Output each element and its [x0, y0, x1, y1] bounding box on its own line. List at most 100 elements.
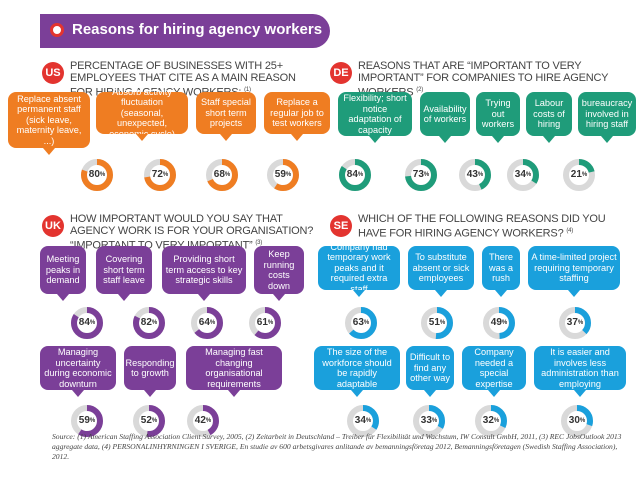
de-code-badge: DE [330, 62, 352, 84]
se-donut-6-label: 33% [420, 415, 438, 426]
source-citation: Source: (1) American Staffing Associatio… [52, 432, 622, 461]
se-donut-7-label: 32% [482, 415, 500, 426]
donut-ring [421, 307, 453, 339]
se-code-badge: SE [330, 215, 352, 237]
se-donut-8: 30% [560, 404, 594, 438]
uk-donut-5: 59% [70, 404, 104, 438]
donut-ring [345, 307, 377, 339]
donut-value-arc [421, 307, 453, 339]
us-code-badge: US [42, 62, 64, 84]
de-donut-3-label: 43% [466, 169, 484, 180]
se-heading: Which of the following reasons did you h… [358, 213, 606, 240]
de-reason-box-2: Availability of workers [420, 92, 470, 143]
donut-value-arc [459, 159, 491, 191]
se-donut-3-label: 49% [490, 317, 508, 328]
donut-value-arc [133, 307, 165, 339]
uk-donut-7-label: 42% [194, 415, 212, 426]
us-reason-box-3: Staff special short term projects [196, 92, 256, 141]
uk-donut-1: 84% [70, 306, 104, 340]
uk-reason-box-5: Managing uncertainty during economic dow… [40, 346, 116, 397]
de-donut-3: 43% [458, 158, 492, 192]
us-donut-1-label: 80% [88, 169, 106, 180]
donut-value-arc [267, 159, 299, 191]
de-donut-5-label: 21% [570, 169, 588, 180]
uk-donut-3: 64% [190, 306, 224, 340]
donut-ring [347, 405, 379, 437]
us-donut-3-label: 68% [213, 169, 231, 180]
uk-donut-6: 52% [132, 404, 166, 438]
se-donut-1-label: 63% [352, 317, 370, 328]
se-reason-box-5: The size of the workforce should be rapi… [314, 346, 400, 397]
donut-ring [339, 159, 371, 191]
uk-reason-box-7: Managing fast changing organisational re… [186, 346, 282, 397]
us-reason-box-4: Replace a regular job to test workers [264, 92, 330, 141]
de-donut-5: 21% [562, 158, 596, 192]
uk-reason-box-2: Covering short term staff leave [96, 246, 152, 301]
donut-ring [191, 307, 223, 339]
se-donut-4-label: 37% [566, 317, 584, 328]
se-donut-6: 33% [412, 404, 446, 438]
uk-code-badge: UK [42, 215, 64, 237]
us-donut-3: 68% [205, 158, 239, 192]
us-reason-box-2: Absorb activity fluctuation (seasonal, u… [96, 87, 188, 141]
de-donut-1-label: 84% [346, 169, 364, 180]
donut-value-arc [133, 405, 165, 437]
uk-donut-6-label: 52% [140, 415, 158, 426]
uk-donut-7: 42% [186, 404, 220, 438]
donut-value-arc [563, 159, 595, 191]
se-reason-box-4: A time-limited project requiring tempora… [528, 246, 620, 297]
banner-bullet-icon [50, 23, 64, 37]
uk-donut-5-label: 59% [78, 415, 96, 426]
de-reason-box-5: bureaucracy involved in hiring staff [578, 92, 636, 143]
donut-ring [561, 405, 593, 437]
se-reason-box-7: Company needed a special expertise [462, 346, 526, 397]
donut-ring [71, 405, 103, 437]
de-donut-2-label: 73% [412, 169, 430, 180]
donut-value-arc [345, 307, 377, 339]
se-donut-2: 51% [420, 306, 454, 340]
donut-value-arc [249, 307, 281, 339]
donut-ring [133, 307, 165, 339]
uk-donut-3-label: 64% [198, 317, 216, 328]
se-reason-box-6: Difficult to find any other way [406, 346, 454, 397]
us-reason-box-1: Replace absent permanent staff (sick lea… [8, 92, 90, 155]
se-donut-5: 34% [346, 404, 380, 438]
donut-ring [475, 405, 507, 437]
donut-ring [206, 159, 238, 191]
donut-ring [249, 307, 281, 339]
de-donut-2: 73% [404, 158, 438, 192]
donut-ring [563, 159, 595, 191]
donut-value-arc [475, 405, 507, 437]
donut-ring [267, 159, 299, 191]
donut-value-arc [144, 159, 176, 191]
donut-value-arc [187, 405, 219, 437]
se-donut-8-label: 30% [568, 415, 586, 426]
donut-ring [507, 159, 539, 191]
donut-value-arc [405, 159, 437, 191]
donut-value-arc [206, 159, 238, 191]
uk-reason-box-1: Meeting peaks in demand [40, 246, 86, 301]
page-title: Reasons for hiring agency workers [72, 21, 323, 38]
us-donut-1: 80% [80, 158, 114, 192]
donut-value-arc [71, 405, 103, 437]
donut-value-arc [561, 405, 593, 437]
us-donut-4-label: 59% [274, 169, 292, 180]
se-reason-box-8: It is easier and involves less administr… [534, 346, 626, 397]
donut-ring [133, 405, 165, 437]
donut-value-arc [339, 159, 371, 191]
uk-donut-2: 82% [132, 306, 166, 340]
se-donut-7: 32% [474, 404, 508, 438]
uk-heading: How important would you say that agency … [70, 213, 314, 252]
title-banner [40, 14, 330, 48]
donut-value-arc [559, 307, 591, 339]
de-donut-4: 34% [506, 158, 540, 192]
se-donut-1: 63% [344, 306, 378, 340]
donut-ring [187, 405, 219, 437]
se-reason-box-3: There was a rush [482, 246, 520, 297]
donut-ring [413, 405, 445, 437]
uk-reason-box-3: Providing short term access to key strat… [162, 246, 246, 301]
donut-value-arc [413, 405, 445, 437]
uk-donut-4-label: 61% [256, 317, 274, 328]
donut-value-arc [81, 159, 113, 191]
donut-value-arc [347, 405, 379, 437]
